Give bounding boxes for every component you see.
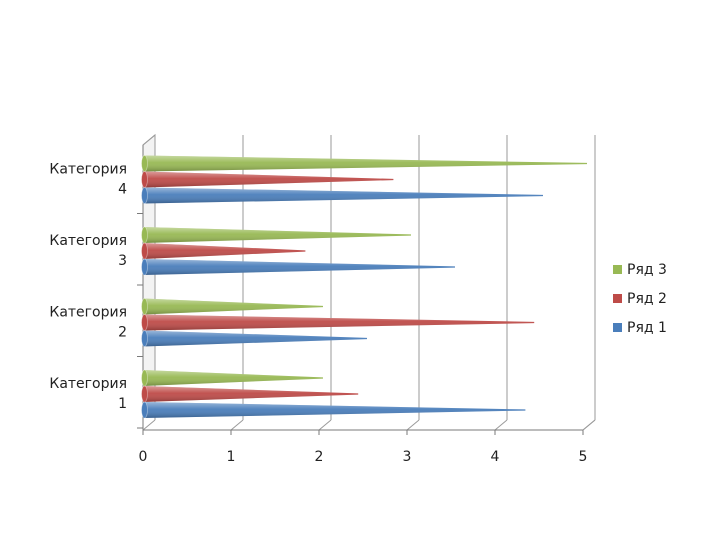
legend-swatch	[613, 323, 622, 332]
category-label: Категория 1	[49, 376, 127, 412]
bar-shading	[143, 171, 394, 188]
bar-base	[141, 330, 148, 347]
bar-shading	[143, 330, 367, 347]
legend-swatch	[613, 265, 622, 274]
legend-swatch	[613, 294, 622, 303]
bar-shading	[143, 227, 411, 243]
bar-base	[141, 187, 148, 204]
x-tick-labels: 0 1 2 3 4 5	[139, 449, 588, 465]
bar-base	[141, 385, 148, 403]
bar-base	[141, 258, 148, 276]
bar-shading	[143, 243, 306, 259]
x-tick-label: 4	[491, 449, 500, 465]
x-tick-label: 1	[227, 449, 236, 465]
bar-base	[141, 314, 148, 331]
x-tick-label: 2	[315, 449, 324, 465]
floor-edge	[582, 419, 596, 431]
gridline-floor	[406, 419, 420, 431]
gridline-floor	[230, 419, 244, 431]
bar-shading	[143, 155, 587, 172]
x-tick-label: 3	[403, 449, 412, 465]
x-tick-label: 5	[579, 449, 588, 465]
x-tick-label: 0	[139, 449, 148, 465]
legend-label: Ряд 2	[627, 291, 667, 307]
bar-shading	[143, 314, 535, 331]
bar-series	[141, 155, 587, 419]
gridline-floor	[142, 419, 156, 431]
bar-base	[141, 242, 148, 260]
legend-label: Ряд 3	[627, 262, 667, 278]
category-label: Категория 2	[49, 305, 127, 341]
bar-shading	[143, 187, 543, 204]
bar-base	[141, 298, 148, 315]
bar-shading	[143, 370, 323, 386]
bar-base	[141, 369, 148, 387]
gridline-floor	[318, 419, 332, 431]
bar-shading	[143, 386, 359, 402]
bar-base	[141, 226, 148, 244]
category-label: Категория 3	[49, 233, 127, 269]
legend-label: Ряд 1	[627, 320, 667, 336]
bar-base	[141, 171, 148, 188]
category-labels: Категория 1 Категория 2 Категория 3 Категория 4	[49, 162, 143, 429]
legend: Ряд 3 Ряд 2 Ряд 1	[613, 262, 667, 336]
bar-base	[141, 401, 148, 419]
category-label: Категория 4	[49, 162, 127, 198]
bar-base	[141, 155, 148, 172]
gridline-floor	[494, 419, 508, 431]
bar-shading	[143, 298, 323, 315]
bar-shading	[143, 259, 455, 275]
bar-shading	[143, 402, 526, 418]
